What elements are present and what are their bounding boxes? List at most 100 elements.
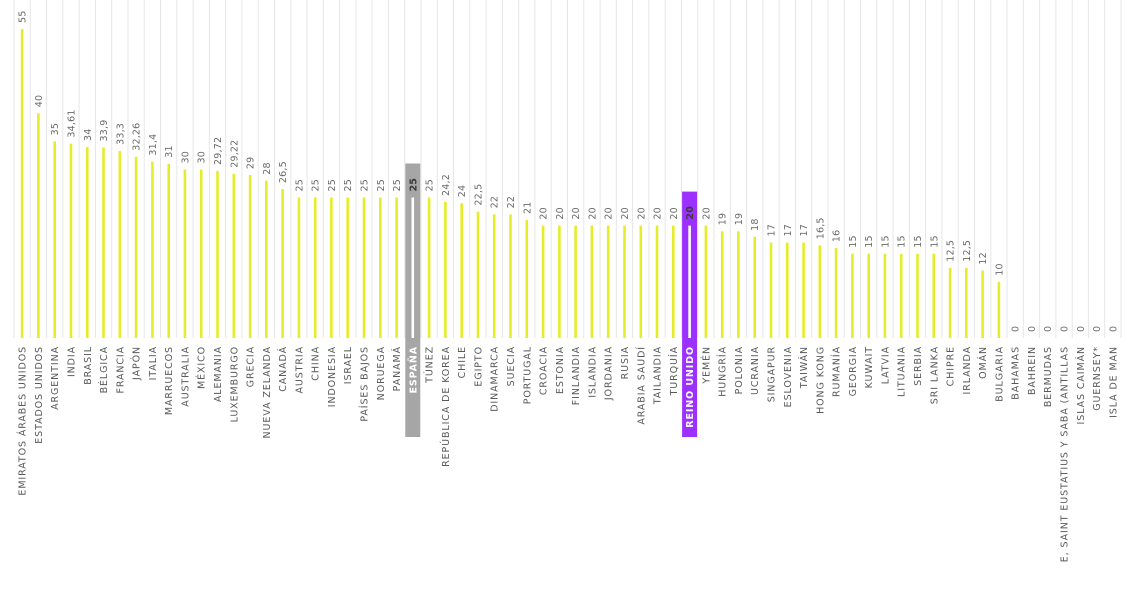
bars <box>20 29 1001 338</box>
bar-brasil <box>86 147 89 338</box>
value-label-nueva-zelanda: 28 <box>262 162 273 175</box>
value-label-espana: 25 <box>408 178 419 192</box>
bar-belgica <box>102 147 105 338</box>
value-label-latvia: 15 <box>880 235 891 248</box>
bar-hungria <box>720 231 724 338</box>
category-label-isla-de-man: ISLA DE MAN <box>1108 346 1119 418</box>
value-label-kuwait: 15 <box>864 235 875 248</box>
value-label-china: 25 <box>311 179 322 192</box>
value-label-croacia: 20 <box>539 207 550 220</box>
category-label-finlandia: FINLANDIA <box>571 346 582 405</box>
category-label-singapur: SINGAPUR <box>767 346 778 402</box>
category-label-estados-unidos: ESTADOS UNIDOS <box>34 346 45 444</box>
category-label-eslovenia: ESLOVENIA <box>783 346 794 407</box>
bar-noruega <box>379 197 382 338</box>
value-label-emiratos-arabes-unidos: 55 <box>18 11 29 24</box>
bar-chipre <box>948 267 952 338</box>
value-label-guernsey: 0 <box>1092 326 1103 332</box>
bar-eslovenia <box>786 242 789 338</box>
category-label-rusia: RUSIA <box>620 346 631 379</box>
bar-singapur <box>769 242 773 338</box>
value-label-serbia: 15 <box>913 235 924 248</box>
category-label-guernsey: GUERNSEY* <box>1092 346 1103 411</box>
value-label-luxemburgo: 29,22 <box>229 140 240 168</box>
bar-taiwan <box>802 242 805 338</box>
category-label-indonesia: INDONESIA <box>327 346 338 407</box>
value-label-francia: 33,3 <box>115 123 126 145</box>
category-label-bahamas: BAHAMAS <box>1011 346 1022 400</box>
value-label-polonia: 19 <box>734 213 745 226</box>
category-label-islas-caiman: ISLAS CAIMÁN <box>1075 346 1087 424</box>
value-label-oman: 12 <box>978 252 989 265</box>
bar-espana <box>411 197 415 338</box>
value-label-japon: 32,26 <box>132 123 143 151</box>
bar-indonesia <box>330 197 333 338</box>
value-label-chile: 24 <box>457 185 468 198</box>
value-label-finlandia: 20 <box>571 207 582 220</box>
category-label-alemania: ALEMANIA <box>213 346 224 402</box>
value-label-bahamas: 0 <box>1011 326 1022 332</box>
value-label-portugal: 21 <box>522 202 533 215</box>
value-label-bermudas: 0 <box>1043 326 1054 332</box>
category-label-dinamarca: DINAMARCA <box>490 346 501 412</box>
category-label-emiratos-arabes-unidos: EMIRATOS ÁRABES UNIDOS <box>17 346 29 496</box>
bar-georgia <box>851 253 854 338</box>
value-label-lituania: 15 <box>897 235 908 248</box>
value-label-arabia-saudi: 20 <box>636 207 647 220</box>
value-label-hong-kong: 16,5 <box>815 217 826 239</box>
category-label-latvia: LATVIA <box>880 346 891 384</box>
bar-paises-bajos <box>362 197 366 338</box>
value-label-grecia: 29 <box>246 157 257 170</box>
category-label-tunez: TÚNEZ <box>424 346 436 384</box>
category-label-bahrein: BAHREIN <box>1027 346 1038 395</box>
value-label-estonia: 20 <box>555 207 566 220</box>
value-label-sri-lanka: 15 <box>929 235 940 248</box>
category-label-yemen: YEMÉN <box>700 346 712 385</box>
category-label-reino-unido: REINO UNIDO <box>685 346 696 428</box>
value-label-argentina: 35 <box>50 123 61 136</box>
value-label-alemania: 29,72 <box>213 137 224 165</box>
value-label-noruega: 25 <box>376 179 387 192</box>
bar-reino-unido <box>688 225 691 338</box>
category-label-austria: AUSTRIA <box>294 346 305 394</box>
bar-estados-unidos <box>37 113 40 338</box>
value-label-dinamarca: 22 <box>490 196 501 209</box>
category-label-nueva-zelanda: NUEVA ZELANDA <box>262 346 273 438</box>
bar-estonia <box>558 225 561 338</box>
value-label-panama: 25 <box>392 179 403 192</box>
category-label-taiwan: TAIWÁN <box>798 346 810 389</box>
bar-dinamarca <box>492 214 496 338</box>
bar-marruecos <box>167 163 170 338</box>
category-label-turquia: TURQUÍA <box>668 346 680 396</box>
bar-nueva-zelanda <box>265 180 268 338</box>
value-label-marruecos: 31 <box>164 145 175 158</box>
value-label-ucrania: 18 <box>750 218 761 231</box>
category-label-marruecos: MARRUECOS <box>164 346 175 415</box>
bar-sri-lanka <box>932 253 936 338</box>
category-label-francia: FRANCIA <box>115 346 126 394</box>
bar-israel <box>346 197 349 338</box>
value-label-indonesia: 25 <box>327 179 338 192</box>
category-label-japon: JAPÓN <box>131 346 143 381</box>
value-label-paises-bajos: 25 <box>360 179 371 192</box>
bar-islandia <box>590 225 594 338</box>
value-label-tailandia: 20 <box>653 207 664 220</box>
value-label-india: 34,61 <box>67 109 78 137</box>
value-label-tunez: 25 <box>425 179 436 192</box>
value-label-estados-unidos: 40 <box>34 95 45 108</box>
category-label-brasil: BRASIL <box>83 346 94 385</box>
category-label-argentina: ARGENTINA <box>50 346 61 410</box>
value-label-turquia: 20 <box>669 207 680 220</box>
bar-republica-de-korea <box>444 202 447 338</box>
bar-rumania <box>834 248 838 338</box>
category-label-suecia: SUECIA <box>506 346 517 386</box>
value-label-yemen: 20 <box>701 207 712 220</box>
value-label-reino-unido: 20 <box>685 206 696 220</box>
category-label-arabia-saudi: ARABIA SAUDÍ <box>635 346 647 425</box>
category-label-noruega: NORUEGA <box>376 346 387 400</box>
value-label-chipre: 12,5 <box>946 240 957 262</box>
bar-mexico <box>199 169 203 338</box>
category-label-lituania: LITUANIA <box>897 346 908 397</box>
bar-portugal <box>525 220 529 338</box>
category-label-kuwait: KUWAIT <box>864 346 875 388</box>
